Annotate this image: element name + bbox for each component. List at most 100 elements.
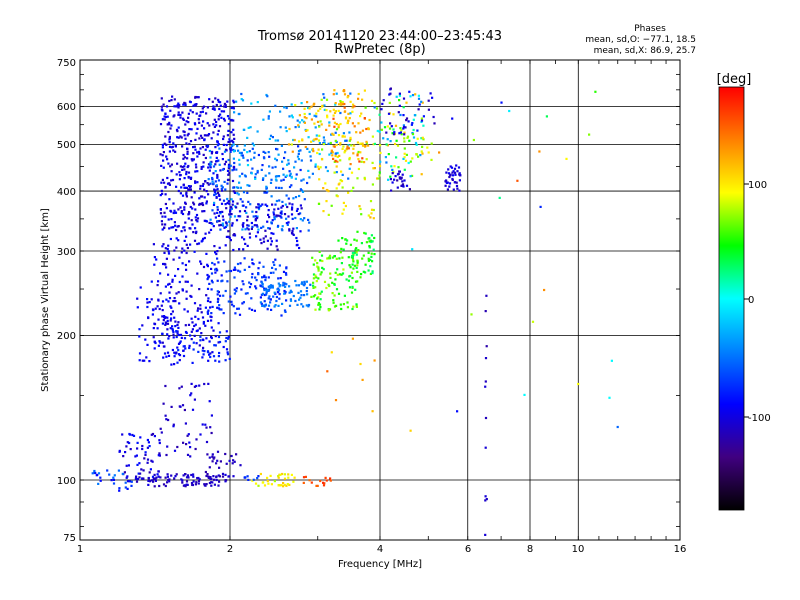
data-point [171,178,175,182]
data-point [164,384,167,388]
data-point [174,475,177,478]
data-point [172,258,175,261]
data-point [193,302,197,305]
data-point [217,341,220,344]
data-point [164,193,167,196]
data-point [199,147,202,150]
data-point [185,186,188,189]
data-point [164,186,167,189]
data-point [432,115,435,119]
data-point [176,330,179,333]
data-point [275,245,278,248]
data-point [183,177,186,180]
data-point [188,227,191,230]
data-point [416,129,419,132]
data-point [153,473,156,476]
data-point [210,267,213,270]
data-point [420,100,423,103]
data-point [203,210,206,213]
data-point [332,93,335,96]
x-tick-label-4: 4 [377,544,383,555]
data-point [256,130,259,133]
x-axis-label: Frequency [MHz] [338,559,422,570]
data-point [118,450,121,453]
data-point [253,309,256,312]
data-point [183,229,186,232]
data-point [218,107,221,111]
data-point [130,484,133,487]
data-point [331,256,334,259]
data-point [162,151,165,154]
data-point [307,303,311,307]
data-point [319,479,322,483]
data-point [343,151,346,154]
data-point [183,308,186,311]
data-point [189,446,192,449]
data-point [191,328,194,331]
data-point [252,478,255,481]
y-tick-label-750: 750 [57,58,76,69]
data-point [228,236,231,240]
data-point [348,167,351,170]
data-point [199,304,202,307]
data-point [322,143,325,146]
data-point [183,134,186,137]
data-point [210,288,213,291]
data-point [181,117,185,120]
data-point [166,319,169,322]
data-point [414,93,417,96]
data-point [453,171,457,174]
data-point [189,188,192,191]
data-point [274,203,277,206]
data-point [410,123,413,126]
data-point [256,101,259,104]
data-point [484,499,487,502]
data-point [266,288,269,291]
data-point [252,215,255,218]
data-point [172,300,175,303]
data-point [281,229,284,232]
data-point [321,259,324,263]
data-point [262,240,266,243]
data-point [307,136,310,139]
data-point [314,138,317,141]
data-point [278,285,281,288]
data-point [121,433,124,436]
data-point [210,484,213,487]
data-point [375,107,379,110]
data-point [142,469,145,472]
data-point [166,176,169,180]
data-point [239,198,242,201]
data-point [419,154,422,157]
data-point [181,168,184,171]
data-point [206,144,210,147]
data-point [291,203,294,206]
data-point [229,269,233,273]
data-point [229,164,232,167]
data-point [175,185,178,188]
data-point [332,133,335,136]
data-point [226,202,229,205]
data-point [187,476,190,479]
data-point [186,165,189,169]
data-point [187,433,190,436]
data-point [208,149,211,153]
data-point [317,139,320,142]
data-point [160,164,163,167]
data-point [185,268,188,271]
data-point [256,231,259,234]
data-point [260,302,263,305]
data-point [318,308,321,311]
data-point [259,472,262,476]
data-point [207,133,211,136]
data-point [324,182,327,185]
data-point [312,263,315,266]
data-point [214,216,217,219]
data-point [239,262,242,265]
data-point [207,309,210,312]
data-point [151,313,154,316]
data-point [329,276,332,279]
data-point [421,145,424,148]
data-point [182,226,185,229]
data-point [166,333,169,336]
